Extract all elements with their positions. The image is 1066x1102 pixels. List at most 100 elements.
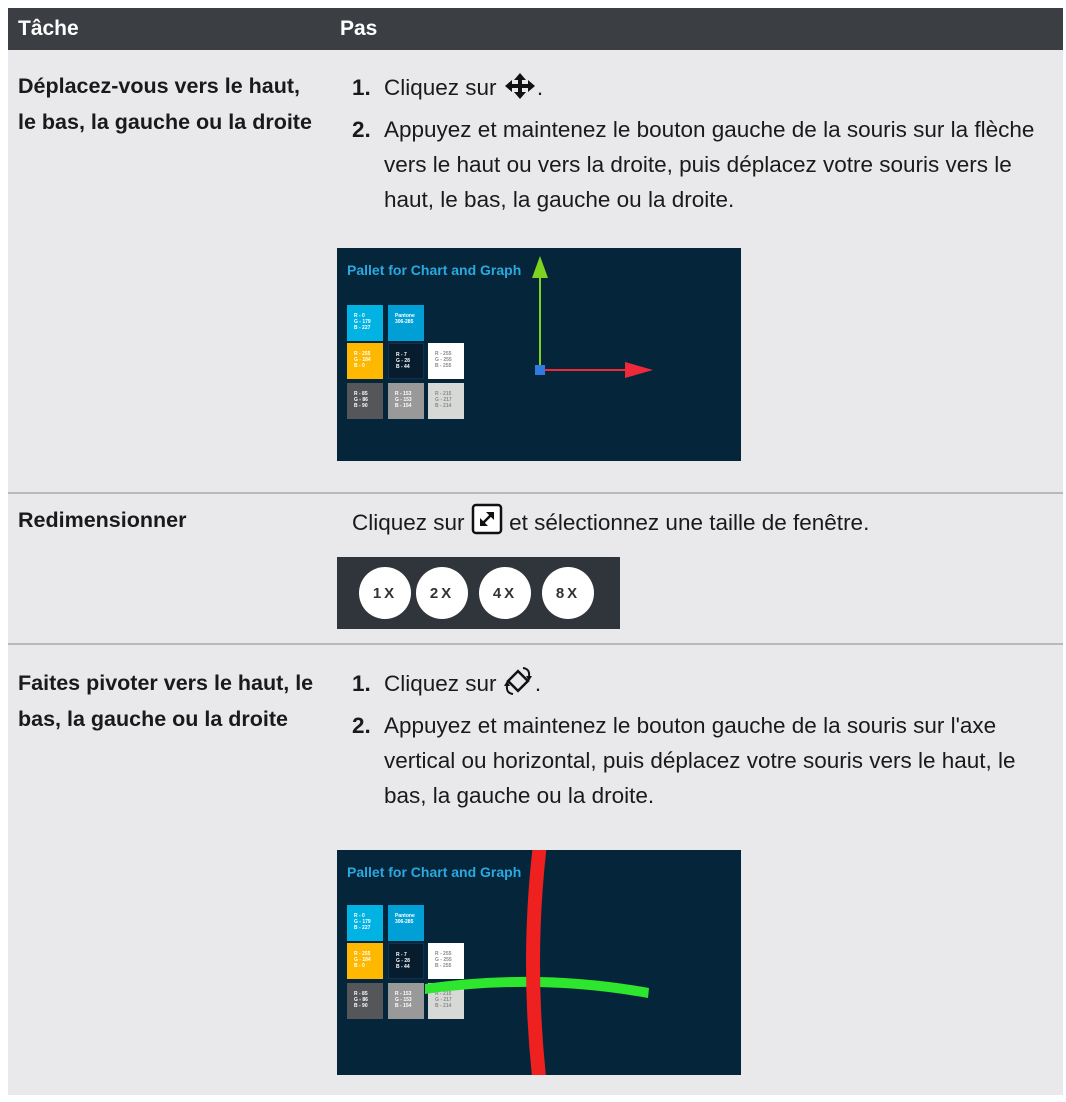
swatch-label: G - 153 (395, 397, 412, 403)
header-cell: Pas (340, 17, 378, 40)
step-text: Appuyez et maintenez le bouton gauche de… (384, 117, 1035, 212)
swatch-label: R - 215 (435, 391, 452, 397)
swatch-label: R - 85 (354, 991, 368, 997)
swatch-label: B - 255 (435, 963, 452, 969)
size-button[interactable]: 4X (479, 567, 531, 619)
swatch-label: B - 214 (435, 1003, 452, 1009)
text: . (536, 75, 544, 100)
swatch-label: R - 153 (395, 391, 412, 397)
swatch-label: Pantone (395, 313, 415, 319)
swatch-label: B - 90 (354, 403, 368, 409)
swatch-label: G - 179 (354, 319, 371, 325)
move-icon (504, 73, 535, 99)
swatch-label: B - 227 (354, 325, 371, 331)
swatch-label: G - 184 (354, 357, 371, 363)
step-text: Cliquez sur . (384, 70, 543, 105)
row-separator (8, 492, 1063, 494)
resize-icon (471, 503, 503, 535)
color-swatch: R - 85 G - 86 B - 90 (347, 983, 383, 1019)
swatch-label: R - 255 (435, 951, 452, 957)
rotate-icon (503, 667, 532, 695)
swatch-label: B - 90 (354, 1003, 368, 1009)
text: Cliquez sur (352, 510, 465, 535)
swatch-label: B - 0 (354, 963, 365, 969)
swatch-label: B - 214 (435, 403, 452, 409)
swatch-label: B - 44 (396, 364, 410, 370)
swatch-label: G - 184 (354, 957, 371, 963)
color-swatch: R - 153 G - 153 B - 154 (388, 983, 424, 1019)
color-swatch: R - 85 G - 86 B - 90 (347, 383, 383, 419)
swatch-label: B - 154 (395, 403, 412, 409)
swatch-label: R - 255 (354, 951, 371, 957)
color-swatch: R - 255 G - 184 B - 0 (347, 943, 383, 979)
table-header (8, 8, 1063, 50)
text: Cliquez sur (384, 671, 497, 696)
swatch-label: R - 7 (396, 352, 407, 358)
swatch-label: R - 0 (354, 913, 365, 919)
swatch-label: G - 153 (395, 997, 412, 1003)
rotation-gizmo (425, 850, 649, 1075)
swatch-label: 306-285 (395, 919, 414, 925)
color-swatch: R - 215 G - 217 B - 214 (428, 383, 464, 419)
swatch-label: G - 179 (354, 919, 371, 925)
size-button[interactable]: 8X (542, 567, 594, 619)
color-swatch: Pantone 306-285 (388, 905, 424, 941)
header-cell: Tâche (18, 17, 79, 40)
task-label: Redimensionner (18, 508, 187, 532)
swatch-label: G - 86 (354, 397, 368, 403)
swatch-label: G - 217 (435, 997, 452, 1003)
swatch-label: R - 153 (395, 991, 412, 997)
swatch-label: B - 255 (435, 363, 452, 369)
text: Cliquez sur (384, 75, 497, 100)
step-number: 2. (352, 117, 371, 142)
swatch-label: B - 154 (395, 1003, 412, 1009)
size-button[interactable]: 1X (359, 567, 411, 619)
text: . (534, 671, 542, 696)
size-button-bar: 1X 2X 4X 8X (337, 557, 620, 629)
swatch-label: G - 28 (396, 358, 410, 364)
swatch-label: G - 255 (435, 357, 452, 363)
step: 1. Cliquez sur . (352, 666, 1052, 701)
step: 2. Appuyez et maintenez le bouton gauche… (352, 708, 1052, 813)
swatch-label: B - 227 (354, 925, 371, 931)
step-text: Appuyez et maintenez le bouton gauche de… (384, 713, 1016, 808)
step: 1. Cliquez sur . (352, 70, 1052, 105)
task-label: Déplacez-vous vers le haut, le bas, la g… (18, 74, 312, 134)
swatch-label: G - 255 (435, 957, 452, 963)
step-text: Cliquez sur . (384, 666, 541, 701)
step-list: 1. Cliquez sur . 2. Appuyez et maintenez… (352, 70, 1052, 224)
screenshot-title: Pallet for Chart and Graph (347, 262, 522, 278)
size-button[interactable]: 2X (416, 567, 468, 619)
row-separator (8, 643, 1063, 645)
color-swatch: R - 255 G - 255 B - 255 (428, 343, 464, 379)
color-swatch: R - 255 G - 184 B - 0 (347, 343, 383, 379)
screenshot-title: Pallet for Chart and Graph (347, 864, 522, 880)
instruction: Cliquez sur et sélectionnez une taille d… (352, 503, 1052, 540)
axes-gizmo (532, 256, 653, 378)
color-swatch: R - 255 G - 255 B - 255 (428, 943, 464, 979)
swatch-label: R - 7 (396, 952, 407, 958)
swatch-label: G - 86 (354, 997, 368, 1003)
swatch-label: R - 255 (435, 351, 452, 357)
swatch-label: G - 28 (396, 958, 410, 964)
color-swatch: R - 153 G - 153 B - 154 (388, 383, 424, 419)
step-number: 2. (352, 713, 371, 738)
swatch-label: Pantone (395, 913, 415, 919)
color-swatch: Pantone 306-285 (388, 305, 424, 341)
swatch-label: R - 0 (354, 313, 365, 319)
swatch-label: G - 217 (435, 397, 452, 403)
step-number: 1. (352, 671, 371, 696)
swatch-label: R - 215 (435, 991, 452, 997)
step-list: 1. Cliquez sur . 2. Appuyez et maintenez… (352, 666, 1052, 820)
swatch-label: 306-285 (395, 319, 414, 325)
text: et sélectionnez une taille de fenêtre. (509, 510, 870, 535)
step: 2. Appuyez et maintenez le bouton gauche… (352, 112, 1052, 217)
swatch-label: B - 0 (354, 363, 365, 369)
